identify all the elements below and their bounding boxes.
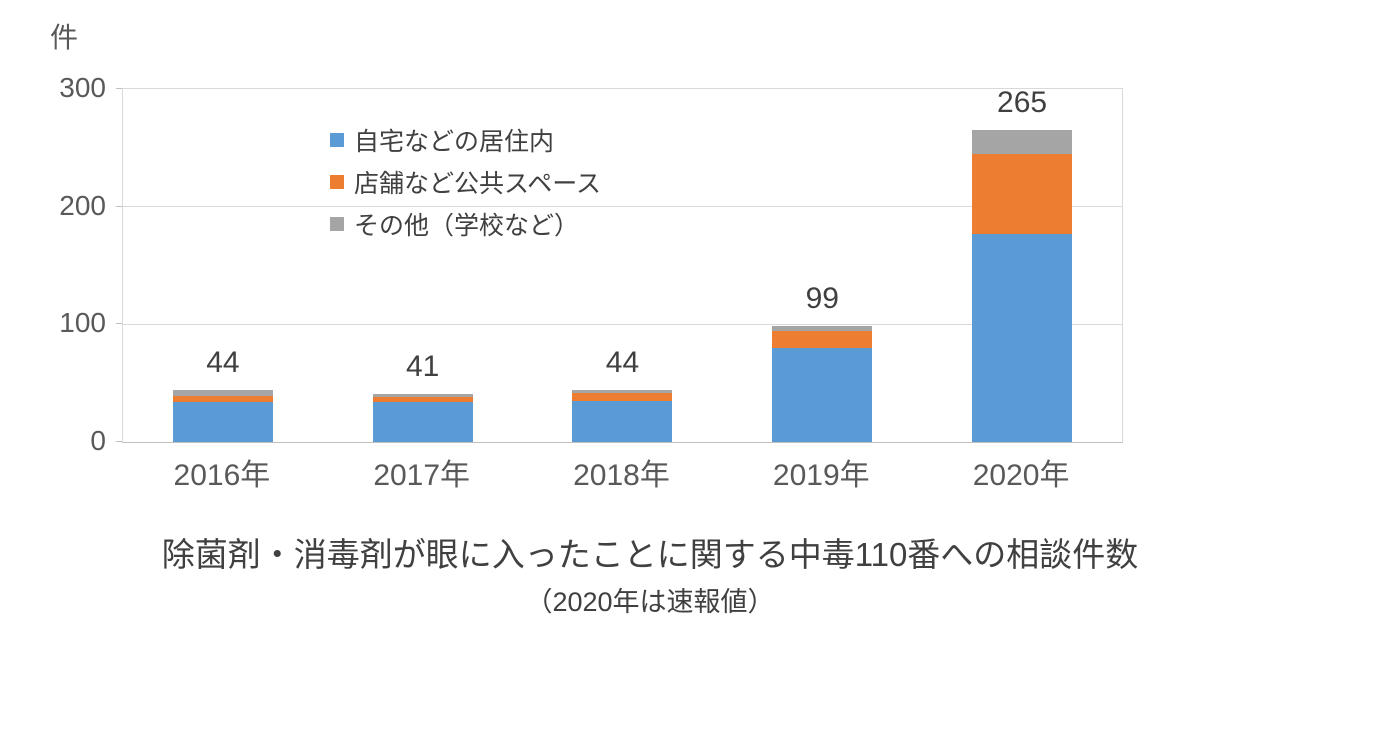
gridline-y-200 (123, 206, 1122, 208)
legend-swatch-icon (330, 217, 344, 231)
bar-value-label: 44 (206, 346, 240, 380)
bar-segment (572, 400, 673, 442)
legend-label: 自宅などの居住内 (354, 128, 555, 156)
legend: 自宅などの居住内店舗など公共スペース その他（学校など） (330, 119, 601, 245)
y-tick-label-0: 0 (90, 425, 106, 456)
bar-segment (972, 130, 1073, 154)
bar-group-2020年: 265 (922, 86, 1122, 442)
x-axis-label-2020年: 2020年 (972, 459, 1070, 492)
legend-swatch-icon (330, 175, 344, 189)
bar-value-label: 265 (997, 86, 1048, 120)
bar-segment (772, 325, 873, 332)
legend-item: 店舗など公共スペース (330, 161, 601, 203)
bar-group-2017年: 41 (323, 89, 523, 442)
bar-segment (372, 397, 473, 402)
bar-value-label: 99 (805, 281, 839, 315)
bar-segment (172, 390, 273, 397)
x-axis-label-2016年: 2016年 (173, 459, 271, 492)
y-tick-label-200: 200 (59, 189, 106, 221)
bar-segment (172, 396, 273, 402)
y-axis-unit-label: 件 (50, 22, 79, 53)
bar-segment (972, 153, 1073, 234)
legend-item: その他（学校など） (330, 203, 601, 245)
y-tick-mark (116, 205, 122, 207)
bar-segment (572, 392, 673, 401)
bar-segment (772, 331, 873, 348)
y-tick-label-300: 300 (59, 72, 106, 103)
legend-item: 自宅などの居住内 (330, 119, 601, 161)
plot-area: 44 41 44 99 265 (122, 86, 1123, 443)
gridline-y-100 (123, 323, 1122, 325)
x-axis-label-2019年: 2019年 (772, 459, 870, 492)
x-axis: 2016年 2017年 2018年 2019年 2020年 (122, 458, 1121, 494)
bar-segment (572, 390, 673, 393)
bar-value-label: 41 (406, 349, 440, 383)
bar-segment (372, 393, 473, 398)
y-tick-mark (116, 323, 122, 325)
bar-segment (772, 347, 873, 442)
chart-subtitle: （2020年は速報値） (525, 587, 775, 617)
bar-group-2016年: 44 (123, 89, 323, 442)
bar-group-2018年: 44 (523, 89, 723, 442)
legend-label: その他（学校など） (354, 212, 580, 240)
bar-segment (172, 402, 273, 442)
y-tick-mark (116, 88, 122, 89)
chart-title: 除菌剤・消毒剤が眼に入ったことに関する中毒110番への相談件数 (161, 536, 1139, 573)
bar-group-2019年: 99 (722, 89, 922, 442)
x-axis-label-2018年: 2018年 (573, 459, 670, 492)
bar-value-label: 44 (605, 346, 640, 380)
legend-label: 店舗など公共スペース (354, 170, 602, 198)
y-tick-label-100: 100 (59, 307, 106, 339)
x-axis-label-2017年: 2017年 (373, 459, 471, 492)
bar-segment (972, 233, 1073, 442)
legend-swatch-icon (330, 133, 344, 147)
bar-segment (372, 402, 473, 442)
y-tick-mark (116, 441, 122, 442)
